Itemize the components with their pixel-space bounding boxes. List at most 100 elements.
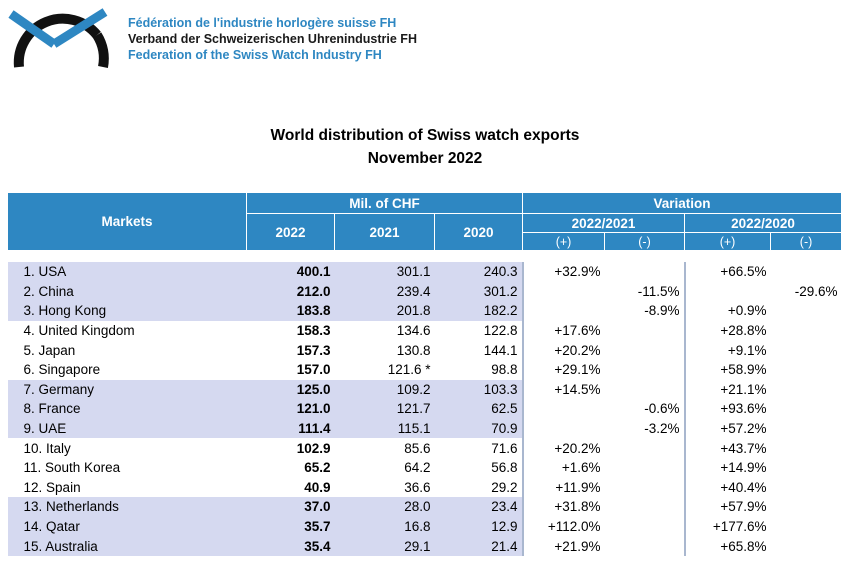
value-2020-cell: 98.8: [491, 362, 518, 378]
table-row: 10. Italy 102.9 85.6 71.6 +20.2% +43.7%: [8, 438, 842, 458]
exports-table: Markets Mil. of CHF Variation 2022 2021 …: [7, 192, 843, 556]
value-2022-cell: 400.1: [246, 262, 335, 282]
value-2022-cell: 102.9: [296, 440, 331, 456]
var-2022-2020-minus-cell: [771, 262, 842, 282]
market-name: China: [38, 283, 74, 299]
var-2022-2020-plus-cell: +43.7%: [683, 438, 771, 458]
market-cell: 15. Australia: [7, 536, 247, 556]
var-2022-2020-minus-cell: [771, 458, 842, 478]
market-cell: 6. Singapore: [8, 360, 247, 380]
table-row: 13. Netherlands 37.0 28.0 23.4 +31.8% +57.9%: [7, 497, 842, 517]
market-cell: 1. USA: [7, 262, 247, 282]
value-2021-cell: 109.2: [334, 379, 435, 400]
value-2022-cell: 212.0: [246, 281, 335, 302]
var-2022-2020-minus-cell: [771, 419, 842, 439]
market-rank: 4.: [23, 323, 35, 339]
header-markets: Markets: [7, 192, 247, 251]
market-name: Italy: [46, 440, 71, 456]
market-rank: 15.: [23, 538, 43, 554]
table-row: 9. UAE 111.4 115.1 70.9 -3.2% +57.2%: [7, 418, 842, 439]
var-2022-2020-minus-cell: [771, 399, 842, 419]
value-2020-cell: 56.8: [491, 460, 518, 476]
value-2022-cell: 125.0: [246, 379, 335, 400]
var-2022-2020-plus-cell: +57.2%: [683, 418, 771, 439]
var-2022-2021-minus-cell: [605, 360, 685, 380]
market-rank: 12.: [23, 479, 43, 495]
var-2022-2021-minus-cell: [605, 517, 685, 537]
var-2022-2021-minus-cell: -0.6%: [644, 401, 680, 417]
market-cell: 12. Spain: [8, 478, 247, 498]
market-name: Netherlands: [46, 499, 119, 515]
var-2022-2021-plus-cell: +21.9%: [521, 536, 605, 556]
market-rank: 7.: [23, 381, 35, 397]
market-cell: 14. Qatar: [7, 516, 247, 537]
value-2021-cell: 36.6: [404, 479, 431, 495]
value-2022-cell: 157.3: [296, 342, 331, 358]
var-2022-2021-plus-cell: +112.0%: [521, 516, 605, 537]
market-rank: 9.: [23, 421, 35, 437]
market-rank: 3.: [23, 303, 35, 319]
table-row: 15. Australia 35.4 29.1 21.4 +21.9% +65.8%: [7, 536, 842, 556]
market-name: Australia: [45, 538, 98, 554]
header-plus-1: (+): [522, 232, 606, 251]
var-2022-2021-minus-cell: -11.5%: [637, 283, 680, 299]
market-cell: 4. United Kingdom: [8, 321, 247, 341]
market-cell: 11. South Korea: [8, 458, 247, 478]
var-2022-2020-minus-cell: [771, 321, 842, 341]
value-2021-cell: 28.0: [334, 497, 435, 517]
market-cell: 13. Netherlands: [7, 497, 247, 517]
value-2021-cell: 239.4: [334, 281, 435, 302]
var-2022-2021-plus-cell: +17.6%: [521, 320, 605, 341]
value-2022-cell: 111.4: [246, 418, 335, 439]
federation-name-de: Verband der Schweizerischen Uhrenindustr…: [128, 32, 417, 46]
market-name: Germany: [38, 381, 95, 397]
market-name: Spain: [46, 479, 81, 495]
table-row: 11. South Korea 65.2 64.2 56.8 +1.6% +14.9%: [8, 457, 842, 478]
market-name: Japan: [38, 342, 76, 358]
var-2022-2021-plus-cell: [521, 301, 605, 321]
var-2022-2020-plus-cell: +21.1%: [683, 379, 771, 400]
value-2020-cell: 301.2: [434, 281, 523, 302]
header-mil-chf: Mil. of CHF: [245, 192, 524, 214]
header-minus-1: (-): [604, 232, 686, 251]
value-2021-cell: 85.6: [404, 440, 431, 456]
var-2022-2020-minus-cell: [771, 340, 842, 360]
var-2022-2020-minus-cell: [771, 438, 842, 458]
value-2020-cell: 29.2: [491, 479, 518, 495]
value-2020-cell: 122.8: [483, 323, 518, 339]
table-row: 8. France 121.0 121.7 62.5 -0.6% +93.6%: [7, 399, 842, 419]
header-plus-2: (+): [684, 232, 772, 251]
market-rank: 14.: [23, 519, 43, 535]
value-2020-cell: 70.9: [434, 418, 523, 439]
value-2022-cell: 121.0: [246, 399, 335, 419]
value-2020-cell: 103.3: [434, 379, 523, 400]
market-rank: 13.: [23, 499, 43, 515]
value-2022-cell: 37.0: [246, 497, 335, 517]
var-2022-2021-minus-cell: -8.9%: [644, 303, 680, 319]
market-cell: 2. China: [7, 281, 247, 302]
var-2022-2021-minus-cell: [605, 340, 685, 360]
var-2022-2021-plus-cell: [521, 418, 605, 439]
market-rank: 10.: [23, 440, 43, 456]
market-name: South Korea: [45, 460, 121, 476]
report-title-line2: November 2022: [367, 150, 483, 167]
var-2022-2020-plus-cell: +58.9%: [683, 359, 771, 380]
var-2022-2020-minus-cell: [771, 517, 842, 537]
var-2022-2021-plus-cell: [521, 399, 605, 419]
value-2021-cell: 130.8: [396, 342, 431, 358]
var-2022-2021-minus-cell: [605, 458, 685, 478]
var-2022-2020-plus-cell: +0.9%: [683, 301, 771, 321]
table-row: 12. Spain 40.9 36.6 29.2 +11.9% +40.4%: [8, 477, 842, 498]
market-rank: 6.: [23, 362, 35, 378]
var-2022-2020-plus-cell: +40.4%: [683, 477, 771, 498]
value-2020-cell: 240.3: [434, 262, 523, 282]
var-2022-2020-plus-cell: +14.9%: [683, 457, 771, 478]
market-rank: 8.: [23, 401, 35, 417]
var-2022-2020-minus-cell: [771, 360, 842, 380]
var-2022-2020-plus-cell: +9.1%: [683, 340, 771, 360]
header-variation: Variation: [522, 192, 843, 214]
market-name: Hong Kong: [38, 303, 107, 319]
var-2022-2021-minus-cell: [605, 380, 685, 400]
var-2022-2021-plus-cell: +14.5%: [521, 379, 605, 400]
value-2021-cell: 121.6 *: [387, 362, 431, 378]
